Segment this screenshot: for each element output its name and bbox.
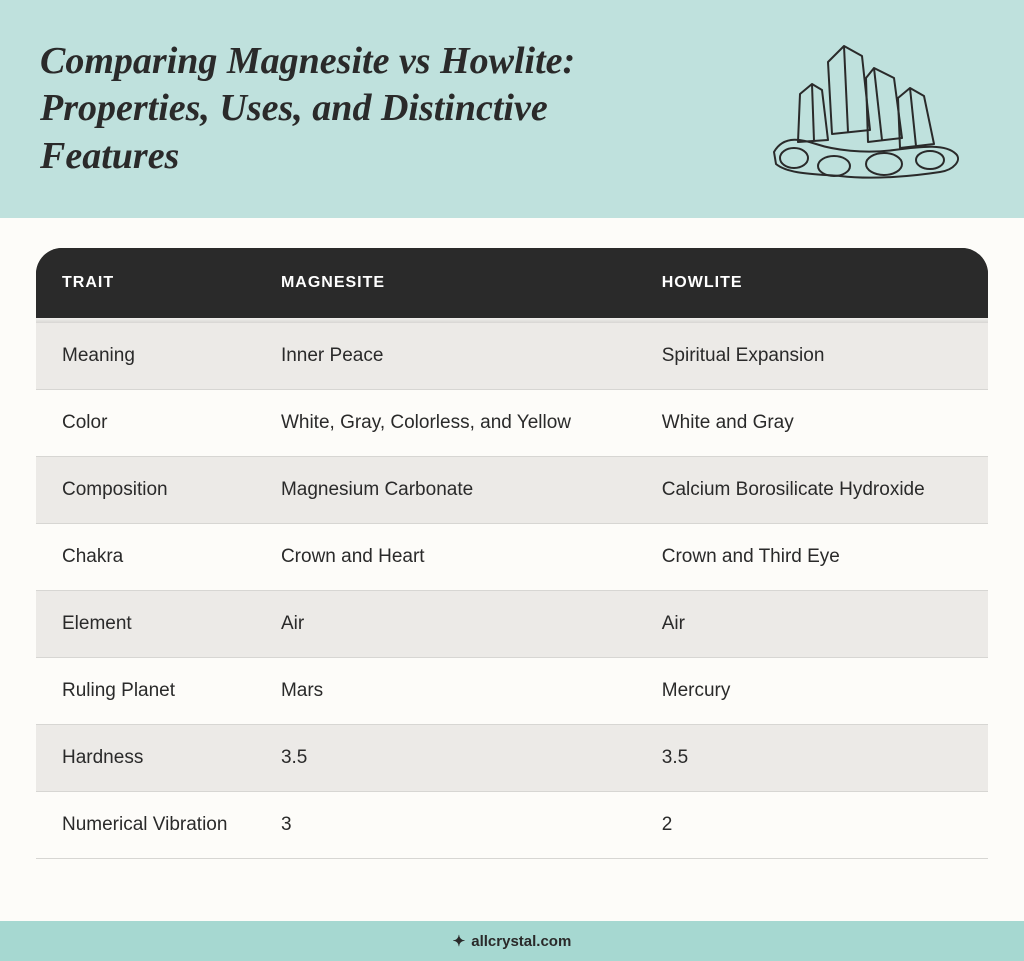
footer: ✦ allcrystal.com (0, 921, 1024, 961)
table-cell: Chakra (36, 524, 255, 591)
table-cell: Composition (36, 457, 255, 524)
table-cell: 3.5 (255, 725, 636, 792)
table-cell: Crown and Heart (255, 524, 636, 591)
table-row: Ruling PlanetMarsMercury (36, 658, 988, 725)
crystal-icon (724, 34, 984, 184)
table-row: Numerical Vibration32 (36, 792, 988, 859)
table-cell: Crown and Third Eye (636, 524, 988, 591)
column-header-howlite: HOWLITE (636, 248, 988, 318)
table-container: TRAIT MAGNESITE HOWLITE MeaningInner Pea… (0, 218, 1024, 869)
table-cell: Color (36, 390, 255, 457)
table-row: ColorWhite, Gray, Colorless, and YellowW… (36, 390, 988, 457)
table-cell: Inner Peace (255, 323, 636, 390)
comparison-table: TRAIT MAGNESITE HOWLITE MeaningInner Pea… (36, 248, 988, 859)
table-row: MeaningInner PeaceSpiritual Expansion (36, 323, 988, 390)
table-cell: Calcium Borosilicate Hydroxide (636, 457, 988, 524)
table-row: ChakraCrown and HeartCrown and Third Eye (36, 524, 988, 591)
page-title: Comparing Magnesite vs Howlite: Properti… (40, 38, 690, 181)
table-row: Hardness3.53.5 (36, 725, 988, 792)
table-cell: Mars (255, 658, 636, 725)
column-header-trait: TRAIT (36, 248, 255, 318)
table-cell: White, Gray, Colorless, and Yellow (255, 390, 636, 457)
table-cell: Mercury (636, 658, 988, 725)
crystal-illustration (724, 34, 984, 184)
table-row: ElementAirAir (36, 591, 988, 658)
header: Comparing Magnesite vs Howlite: Properti… (0, 0, 1024, 218)
table-cell: Element (36, 591, 255, 658)
table-cell: Spiritual Expansion (636, 323, 988, 390)
table-cell: Meaning (36, 323, 255, 390)
table-body: MeaningInner PeaceSpiritual ExpansionCol… (36, 318, 988, 859)
table-row: CompositionMagnesium CarbonateCalcium Bo… (36, 457, 988, 524)
table-cell: 3 (255, 792, 636, 859)
table-cell: Hardness (36, 725, 255, 792)
column-header-magnesite: MAGNESITE (255, 248, 636, 318)
table-cell: Air (255, 591, 636, 658)
table-cell: Magnesium Carbonate (255, 457, 636, 524)
table-cell: White and Gray (636, 390, 988, 457)
table-cell: Air (636, 591, 988, 658)
table-cell: 2 (636, 792, 988, 859)
table-cell: Numerical Vibration (36, 792, 255, 859)
table-cell: 3.5 (636, 725, 988, 792)
table-cell: Ruling Planet (36, 658, 255, 725)
sparkle-icon: ✦ (453, 934, 466, 949)
table-header-row: TRAIT MAGNESITE HOWLITE (36, 248, 988, 318)
footer-site: allcrystal.com (471, 933, 571, 950)
